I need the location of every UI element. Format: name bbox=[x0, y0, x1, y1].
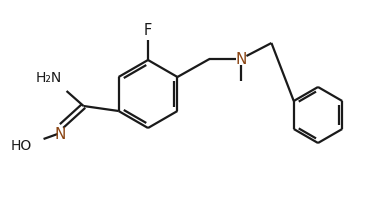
Text: N: N bbox=[55, 127, 66, 142]
Text: F: F bbox=[144, 23, 152, 38]
Text: H₂N: H₂N bbox=[35, 71, 61, 85]
Text: N: N bbox=[236, 51, 247, 67]
Text: HO: HO bbox=[10, 139, 32, 153]
